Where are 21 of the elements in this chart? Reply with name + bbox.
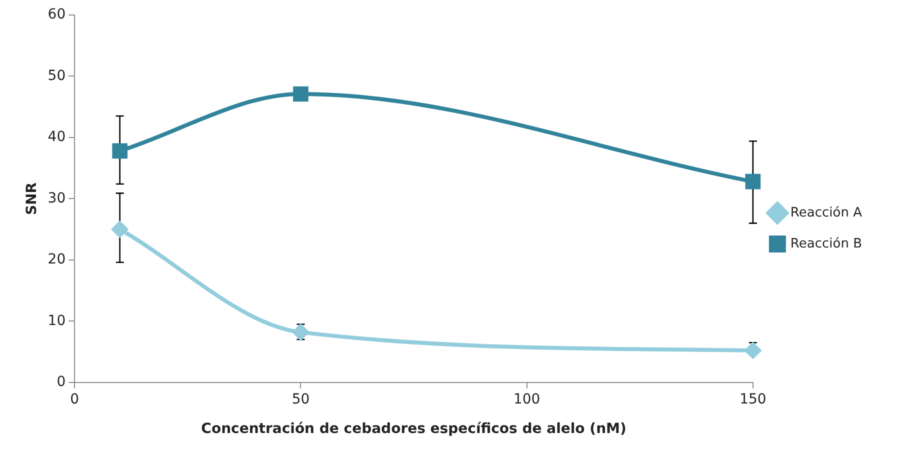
point xyxy=(112,221,128,238)
y-tick-label: 50 xyxy=(48,68,66,84)
y-axis-title: SNR xyxy=(24,182,40,215)
y-tick-label: 60 xyxy=(48,6,66,23)
point xyxy=(292,324,309,340)
x-axis-title: Concentración de cebadores específicos de alelo (nM) xyxy=(201,421,626,438)
point xyxy=(112,143,128,159)
y-tick-label: 30 xyxy=(48,190,66,206)
x-tick-label: 50 xyxy=(292,391,310,408)
point xyxy=(744,342,761,359)
y-tick-label: 20 xyxy=(48,252,66,268)
y-tick-label: 0 xyxy=(56,374,66,390)
legend-label: Reacción A xyxy=(790,205,862,220)
x-tick-label: 150 xyxy=(740,391,766,408)
x-tick-label: 0 xyxy=(70,391,80,408)
point xyxy=(293,86,308,102)
x-tick-label: 100 xyxy=(513,391,540,408)
y-tick-label: 40 xyxy=(48,129,66,146)
legend-label: Reacción B xyxy=(790,236,862,252)
point xyxy=(745,174,761,190)
y-tick-label: 10 xyxy=(48,312,66,329)
